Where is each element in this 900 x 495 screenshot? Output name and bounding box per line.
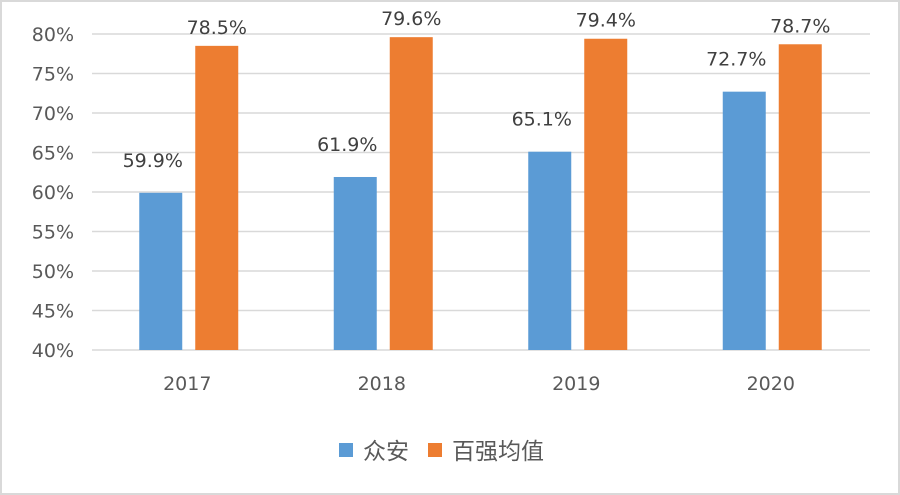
bar-top100-avg	[389, 37, 433, 350]
legend-label-zhongan: 众安	[363, 439, 409, 465]
bar-top100-avg	[584, 38, 628, 351]
bar-zhongan	[139, 192, 183, 350]
y-tick-label: 75%	[32, 64, 74, 86]
y-tick-label: 55%	[32, 222, 74, 244]
data-label: 79.6%	[381, 8, 441, 30]
legend-label-top100-avg: 百强均值	[452, 439, 544, 465]
x-tick-label: 2019	[552, 373, 600, 395]
bar-top100-avg	[778, 44, 822, 351]
bar-zhongan	[333, 176, 377, 350]
bar-top100-avg	[195, 45, 239, 350]
x-tick-label: 2018	[358, 373, 406, 395]
x-tick-label: 2020	[747, 373, 795, 395]
data-label: 78.7%	[770, 15, 830, 37]
y-tick-label: 40%	[32, 340, 74, 362]
data-label: 59.9%	[123, 150, 183, 172]
legend-swatch-top100-avg	[428, 443, 442, 457]
data-label: 65.1%	[512, 109, 572, 131]
y-tick-label: 60%	[32, 182, 74, 204]
data-label: 61.9%	[317, 134, 377, 156]
y-tick-label: 50%	[32, 261, 74, 283]
data-label: 72.7%	[706, 49, 766, 71]
x-tick-label: 2017	[163, 373, 211, 395]
bar-zhongan	[722, 91, 766, 351]
y-tick-label: 70%	[32, 103, 74, 125]
y-tick-label: 80%	[32, 24, 74, 46]
y-tick-label: 65%	[32, 143, 74, 165]
y-tick-label: 45%	[32, 301, 74, 323]
data-label: 78.5%	[187, 17, 247, 39]
data-label: 79.4%	[576, 10, 636, 32]
legend-swatch-zhongan	[339, 443, 353, 457]
bar-zhongan	[528, 151, 572, 350]
